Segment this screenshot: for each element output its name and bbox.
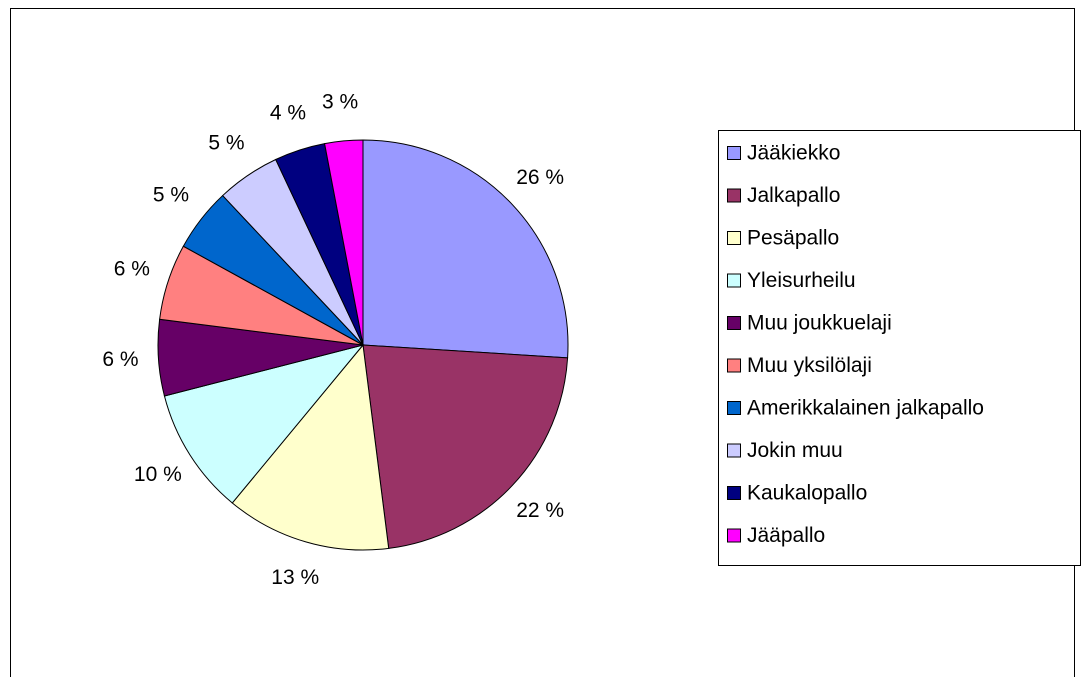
data-label: 13 % xyxy=(271,566,319,589)
legend-label: Muu yksilölaji xyxy=(747,354,872,377)
data-label: 6 % xyxy=(114,257,150,280)
legend-label: Jalkapallo xyxy=(747,184,840,207)
legend-swatch xyxy=(727,316,741,330)
legend-label: Jääkiekko xyxy=(747,142,840,165)
pie-slice xyxy=(163,344,365,504)
legend-swatch xyxy=(727,231,741,245)
pie-slice xyxy=(362,139,569,359)
data-label: 22 % xyxy=(516,499,564,522)
data-label: 10 % xyxy=(134,463,182,486)
legend-swatch xyxy=(727,273,741,288)
legend-label: Kaukalopallo xyxy=(747,482,867,505)
data-label: 26 % xyxy=(516,166,564,189)
data-label: 4 % xyxy=(270,101,306,124)
pie-slice xyxy=(231,343,390,551)
pie-slice xyxy=(362,344,569,549)
legend-label: Yleisurheilu xyxy=(747,269,856,292)
legend-label: Amerikkalainen jalkapallo xyxy=(747,397,984,420)
legend-swatch xyxy=(727,358,741,373)
legend-label: Jääpallo xyxy=(747,524,825,547)
legend-swatch xyxy=(727,443,741,458)
legend-swatch xyxy=(727,188,741,203)
legend-box xyxy=(718,130,1081,566)
data-label: 5 % xyxy=(208,132,244,155)
legend-swatch xyxy=(727,486,741,500)
data-label: 5 % xyxy=(153,184,189,207)
pie-slice xyxy=(324,139,364,346)
legend-swatch xyxy=(727,146,741,160)
legend-label: Muu joukkuelaji xyxy=(747,312,892,335)
data-label: 6 % xyxy=(102,348,138,371)
legend-swatch xyxy=(727,401,741,415)
legend-label: Pesäpallo xyxy=(747,227,839,250)
data-label: 3 % xyxy=(322,91,358,114)
legend-swatch xyxy=(727,528,741,543)
legend-label: Jokin muu xyxy=(747,439,843,462)
